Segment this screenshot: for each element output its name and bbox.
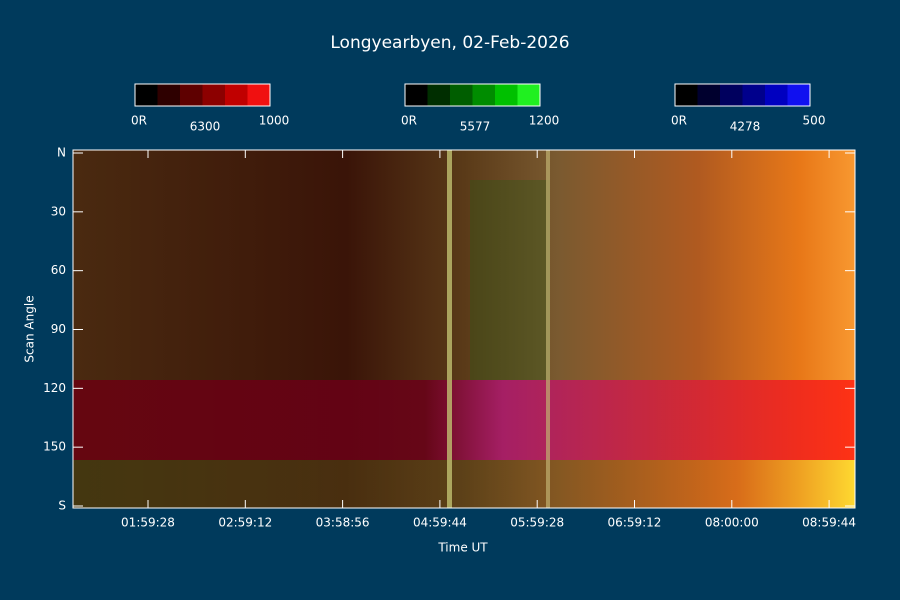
colorbar-min: 0R [401,114,417,128]
colorbar-segment [450,84,473,106]
colorbar-segment [225,84,248,106]
colorbar-frame [674,83,811,107]
colorbar-frame [404,83,541,107]
x-axis-label: Time UT [437,541,488,555]
chart-title: Longyearbyen, 02-Feb-2026 [330,33,569,53]
y-tick-label: S [58,499,66,513]
x-tick-label: 08:00:00 [705,516,759,530]
colorbar-segment [135,84,158,106]
colorbar-segment [742,84,766,106]
colorbar-segment [495,84,518,106]
green-arc [470,180,550,380]
y-tick-label: 30 [51,204,66,218]
y-tick-label: 90 [51,322,66,336]
x-tick-label: 03:58:56 [316,516,370,530]
colorbar-segment [765,84,788,106]
y-axis-label: Scan Angle [23,295,37,362]
colorbar-min: 0R [131,114,147,128]
x-tick-label: 06:59:12 [608,516,662,530]
bright-streak [546,150,550,508]
y-tick-label: 60 [51,263,66,277]
colorbar-min: 0R [671,114,687,128]
colorbar-max: 1200 [529,114,560,128]
keogram-image [72,149,856,509]
red-emission-band [73,380,855,460]
colorbar-name: 5577 [460,120,491,134]
x-tick-label: 04:59:44 [413,516,467,530]
y-tick-label: 120 [43,381,66,395]
colorbar-frame [134,83,271,107]
colorbar-segment [675,84,698,106]
colorbar-name: 6300 [190,120,221,134]
colorbar-segment [787,84,811,106]
lower-glow [73,460,855,508]
y-tick-label: 150 [43,440,66,454]
colorbar-segment [180,84,203,106]
colorbar-segment [472,84,496,106]
y-tick-label: N [57,146,66,160]
colorbar-segment [720,84,743,106]
colorbar-segment [697,84,721,106]
x-tick-label: 05:59:28 [510,516,564,530]
colorbar-max: 500 [803,114,826,128]
x-tick-label: 08:59:44 [802,516,856,530]
x-tick-label: 01:59:28 [121,516,175,530]
bright-streak [447,150,452,508]
colorbar-segment [247,84,271,106]
colorbar-segment [157,84,181,106]
colorbar-segment [202,84,226,106]
colorbar-segment [405,84,428,106]
colorbar-max: 1000 [259,114,290,128]
colorbar-segment [427,84,451,106]
x-tick-label: 02:59:12 [218,516,272,530]
colorbar-name: 4278 [730,120,761,134]
colorbar-segment [517,84,541,106]
